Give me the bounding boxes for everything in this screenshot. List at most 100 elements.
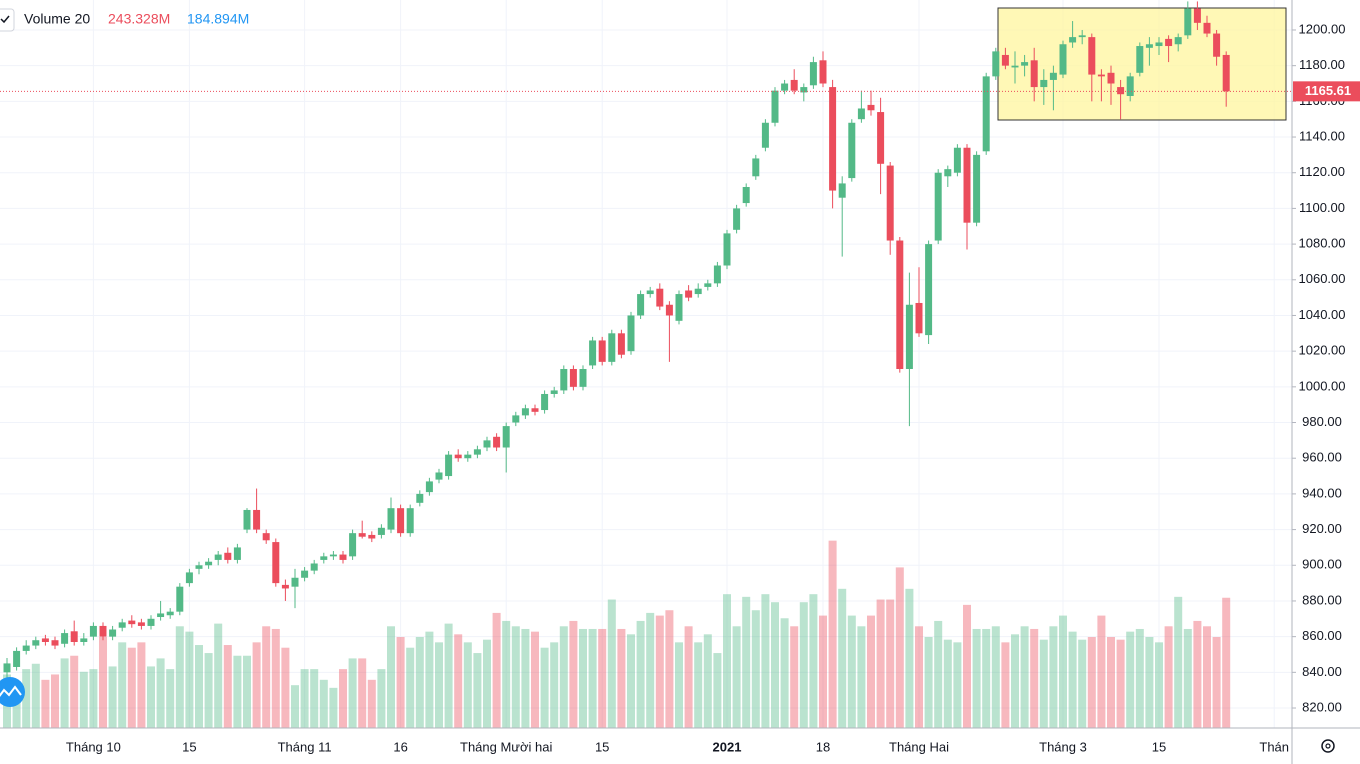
candle-body	[1222, 54, 1230, 92]
x-tick-label: Tháng Hai	[889, 739, 949, 754]
candle-body	[1203, 22, 1211, 34]
candle-body	[569, 368, 577, 387]
y-tick-label: 940.00	[1302, 485, 1342, 500]
candle-body	[445, 454, 453, 477]
volume-bar	[780, 618, 789, 728]
candle-body	[809, 62, 817, 86]
candle-body	[128, 620, 136, 625]
candle-body	[896, 240, 904, 369]
volume-bar	[991, 626, 1000, 728]
candle-body	[877, 112, 885, 164]
last-price-label: 1165.61	[1305, 83, 1351, 98]
volume-bar	[742, 596, 751, 728]
candle-body	[1213, 33, 1221, 57]
volume-bar	[435, 642, 443, 728]
candle-body	[761, 122, 769, 148]
candle-body	[109, 629, 117, 637]
candle-body	[848, 122, 856, 179]
volume-bar	[233, 655, 242, 728]
x-tick-label: 16	[393, 739, 407, 754]
candle-body	[617, 333, 625, 355]
volume-bar	[89, 669, 98, 728]
volume-bar	[550, 642, 559, 728]
volume-bar	[713, 653, 722, 728]
candle-body	[1078, 35, 1086, 38]
candle-body	[243, 509, 251, 530]
y-tick-label: 1040.00	[1299, 307, 1346, 322]
volume-bar	[185, 631, 194, 728]
volume-bar	[531, 631, 539, 728]
candle-body	[886, 165, 894, 241]
volume-bar	[118, 642, 127, 728]
candle-body	[166, 611, 174, 616]
y-tick-label: 860.00	[1302, 628, 1342, 643]
candle-body	[704, 283, 712, 287]
volume-bar	[569, 620, 578, 728]
candles	[0, 1, 1292, 680]
candle-body	[1193, 8, 1201, 23]
volume-bar	[281, 647, 290, 728]
x-tick-label: 18	[816, 739, 830, 754]
volume-bar	[483, 639, 491, 728]
candle-body	[301, 570, 309, 578]
volume-bar	[694, 642, 703, 728]
y-tick-label: 1200.00	[1299, 21, 1346, 36]
x-tick-label: Tháng 11	[278, 739, 332, 754]
volume-bar	[1097, 615, 1106, 728]
volume-bar	[1135, 628, 1144, 728]
volume-bar	[559, 626, 568, 728]
volume-bar	[627, 634, 635, 728]
candle-body	[608, 333, 616, 362]
volume-bar	[646, 612, 655, 728]
x-tick-label: Thán	[1259, 739, 1289, 754]
candle-body	[51, 640, 59, 646]
volume-bar	[291, 685, 299, 728]
volume-bar	[473, 653, 482, 728]
x-tick-label: Tháng 3	[1039, 739, 1087, 754]
volume-bar	[982, 628, 991, 728]
x-tick-label: 15	[1152, 739, 1166, 754]
candle-body	[368, 534, 376, 539]
volume-bar	[828, 540, 837, 728]
candle-body	[1069, 37, 1077, 43]
volume-bar	[771, 602, 779, 728]
candle-body	[1165, 38, 1173, 47]
candle-body	[1097, 74, 1105, 77]
candle-body	[253, 509, 261, 530]
settings-button[interactable]	[1321, 739, 1335, 753]
candle-body	[13, 650, 21, 667]
candle-body	[589, 340, 597, 366]
gear	[1321, 739, 1335, 753]
volume-bar	[166, 669, 175, 728]
candle-body	[637, 294, 645, 316]
volume-bar	[406, 647, 415, 728]
logo[interactable]	[0, 677, 25, 707]
y-tick-label: 1180.00	[1299, 57, 1345, 72]
volume-bar	[1126, 631, 1135, 728]
volume-bar	[147, 666, 155, 728]
volume-bar	[540, 647, 549, 728]
candle-body	[3, 663, 11, 673]
volume-bar	[41, 679, 50, 728]
volume-bar	[1068, 631, 1077, 728]
volume-bar	[607, 599, 616, 728]
volume-bar	[377, 669, 386, 728]
candle-body	[157, 613, 165, 618]
volume-bar	[838, 588, 847, 728]
volume-bar	[204, 653, 213, 728]
volume-bar	[636, 620, 645, 728]
volume-bar	[415, 637, 424, 728]
volume-bar	[310, 669, 319, 728]
collapse-button[interactable]	[0, 8, 15, 32]
y-tick-label: 1020.00	[1299, 343, 1346, 358]
y-tick-label: 820.00	[1302, 699, 1342, 714]
volume-bar	[953, 642, 962, 728]
last-price-box	[1293, 81, 1360, 102]
candle-body	[176, 586, 184, 612]
candle-body	[800, 87, 808, 93]
volume-bar	[492, 612, 501, 728]
candle-body	[733, 208, 741, 230]
candle-body	[1011, 65, 1019, 68]
candle-body	[387, 508, 395, 530]
